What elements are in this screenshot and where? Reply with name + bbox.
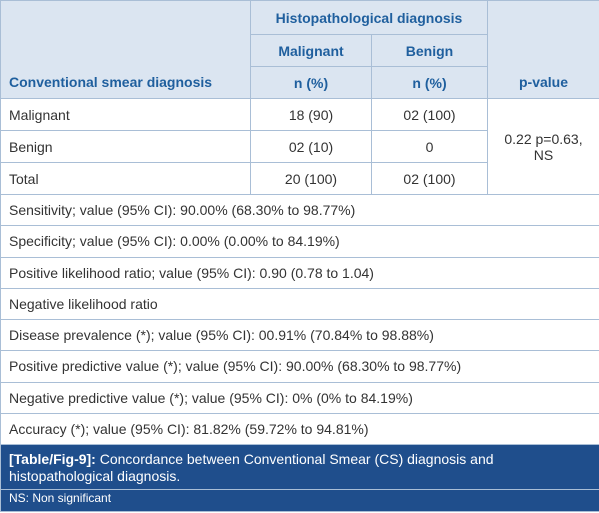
summary-row: Accuracy (*); value (95% CI): 81.82% (59…: [0, 412, 599, 446]
cell: 02 (10): [250, 130, 372, 163]
cell: 0: [371, 130, 488, 163]
summary-cell: Negative predictive value (*); value (95…: [0, 381, 599, 414]
column-header: Malignant: [250, 34, 372, 67]
column-header: Benign: [371, 34, 488, 67]
summary-row: Sensitivity; value (95% CI): 90.00% (68.…: [0, 193, 599, 227]
summary-cell: Disease prevalence (*); value (95% CI): …: [0, 318, 599, 352]
summary-cell: Accuracy (*); value (95% CI): 81.82% (59…: [0, 412, 599, 446]
summary-cell: Positive likelihood ratio; value (95% CI…: [0, 256, 599, 289]
p-value: 0.22 p=0.63, NS: [487, 98, 599, 195]
unit-header: n (%): [371, 66, 488, 99]
cell: 02 (100): [371, 162, 488, 195]
caption-label: [Table/Fig-9]:: [9, 451, 96, 467]
summary-row: Disease prevalence (*); value (95% CI): …: [0, 318, 599, 352]
cell: 20 (100): [250, 162, 372, 195]
cell: Benign: [0, 130, 251, 163]
summary-cell: Specificity; value (95% CI): 0.00% (0.00…: [0, 225, 599, 258]
p-value-header: p-value: [487, 0, 599, 99]
row-header: Conventional smear diagnosis: [0, 0, 251, 99]
cell: Total: [0, 162, 251, 195]
summary-row: Negative likelihood ratio: [0, 287, 599, 321]
summary: Sensitivity; value (95% CI): 90.00% (68.…: [0, 193, 599, 446]
summary-row: Specificity; value (95% CI): 0.00% (0.00…: [0, 225, 599, 258]
summary-cell: Sensitivity; value (95% CI): 90.00% (68.…: [0, 193, 599, 227]
summary-cell: Negative likelihood ratio: [0, 287, 599, 321]
group-header: Histopathological diagnosis: [250, 0, 488, 35]
caption: [Table/Fig-9]: Concordance between Conve…: [0, 444, 599, 490]
cell: Malignant: [0, 98, 251, 131]
footnote: NS: Non significant: [0, 489, 599, 512]
summary-row: Positive predictive value (*); value (95…: [0, 350, 599, 383]
cell: 02 (100): [371, 98, 488, 131]
summary-row: Positive likelihood ratio; value (95% CI…: [0, 256, 599, 289]
summary-cell: Positive predictive value (*); value (95…: [0, 350, 599, 383]
summary-row: Negative predictive value (*); value (95…: [0, 381, 599, 414]
caption-text: Concordance between Conventional Smear (…: [9, 451, 494, 484]
cell: 18 (90): [250, 98, 372, 131]
unit-header: n (%): [250, 66, 372, 99]
